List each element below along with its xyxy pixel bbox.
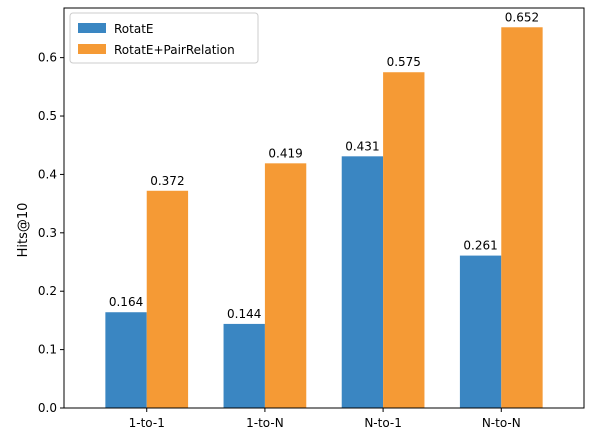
- y-tick-label: 0.0: [38, 401, 57, 415]
- bars-layer: [105, 27, 543, 408]
- x-tick-label: 1-to-1: [129, 416, 165, 430]
- x-tick-label: N-to-1: [364, 416, 402, 430]
- x-tick-label: 1-to-N: [246, 416, 284, 430]
- bar-rotate-pairrelation-1-to-n: [264, 163, 307, 408]
- y-axis-label: Hits@10: [16, 203, 31, 258]
- data-label: 0.419: [268, 146, 302, 160]
- plot-frame: [63, 7, 585, 409]
- data-label: 0.372: [150, 174, 184, 188]
- data-label: 0.144: [227, 307, 261, 321]
- bar-rotate-1-to-1: [105, 312, 147, 408]
- bar-rotate-pairrelation-n-to-n: [501, 27, 543, 408]
- y-tick-label: 0.3: [38, 226, 57, 240]
- bar-rotate-pairrelation-n-to-1: [383, 72, 425, 408]
- data-label: 0.261: [463, 239, 497, 253]
- data-label: 0.575: [387, 55, 421, 69]
- y-tick-label: 0.2: [38, 284, 57, 298]
- bar-rotate-n-to-n: [459, 255, 502, 408]
- legend-box: [69, 12, 259, 64]
- legend-label: RotatE: [114, 22, 154, 36]
- bar-rotate-n-to-1: [341, 156, 384, 408]
- data-label: 0.652: [505, 10, 539, 24]
- y-tick-label: 0.5: [38, 109, 57, 123]
- y-tick-label: 0.6: [38, 51, 57, 65]
- axes-layer: 0.0 0.1 0.2 0.3 0.4 0.5 0.6 1-to-1 1-to-N N-to-1 N…: [38, 7, 585, 430]
- y-tick-label: 0.4: [38, 167, 57, 181]
- data-label: 0.431: [345, 139, 379, 153]
- legend-swatch: [78, 23, 106, 33]
- y-tick-label: 0.1: [38, 343, 57, 357]
- legend-label: RotatE+PairRelation: [114, 43, 235, 57]
- data-label: 0.164: [109, 295, 143, 309]
- bar-rotate-1-to-n: [223, 323, 265, 408]
- data-labels-layer: 0.164 0.144 0.431 0.261 0.372 0.419 0.575 0.652: [109, 10, 539, 321]
- legend-swatch: [78, 44, 106, 54]
- x-tick-label: N-to-N: [482, 416, 521, 430]
- bar-rotate-pairrelation-1-to-1: [146, 190, 189, 408]
- legend: RotatE RotatE+PairRelation: [69, 12, 259, 64]
